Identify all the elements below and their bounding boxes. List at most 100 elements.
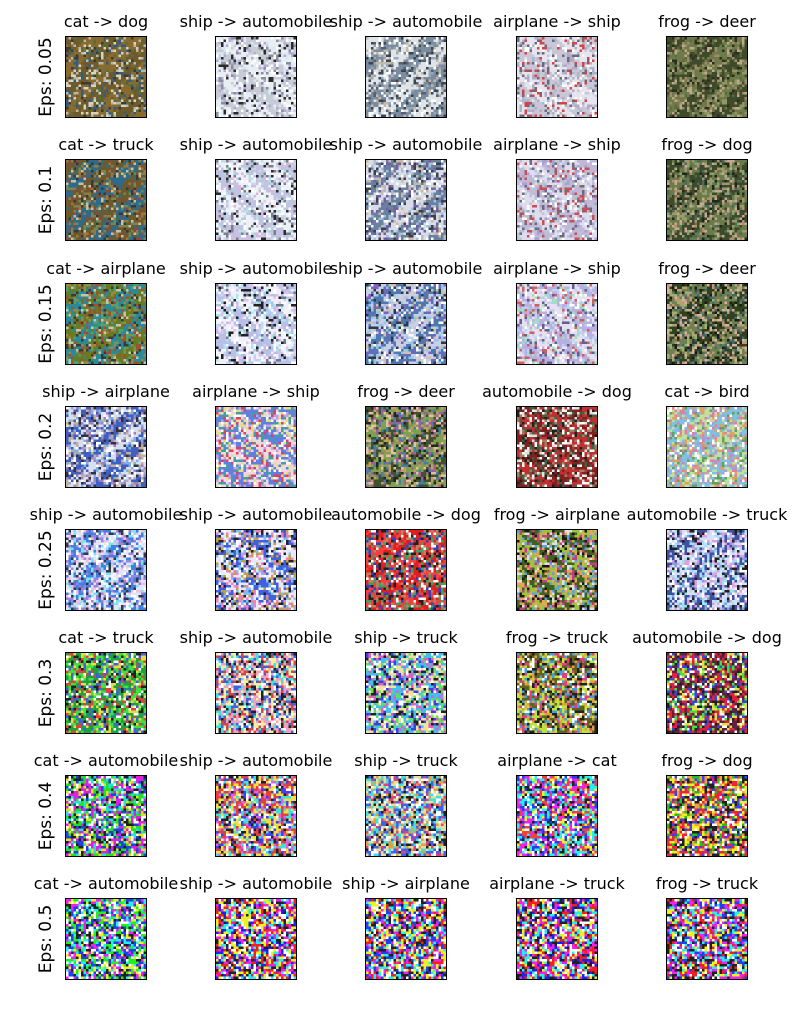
cell-title-prediction: frog -> truck [622,873,792,895]
pixel-noise-image [667,284,747,364]
adversarial-image-thumbnail [65,283,147,365]
cell-title-prediction: ship -> truck [321,627,491,649]
pixel-noise-image [366,530,446,610]
cell-title-prediction: ship -> automobile [171,873,341,895]
adversarial-image-thumbnail [215,775,297,857]
cell-title-prediction: ship -> automobile [321,11,491,33]
cell-title-prediction: ship -> automobile [171,750,341,772]
adversarial-image-thumbnail [65,898,147,980]
cell-title-prediction: ship -> airplane [21,381,191,403]
adversarial-image-thumbnail [666,283,748,365]
adversarial-image-thumbnail [516,529,598,611]
adversarial-image-thumbnail [666,529,748,611]
cell-title-prediction: frog -> truck [472,627,642,649]
pixel-noise-image [66,776,146,856]
cell-title-prediction: automobile -> dog [321,504,491,526]
pixel-noise-image [216,530,296,610]
cell-title-prediction: ship -> automobile [21,504,191,526]
pixel-noise-image [366,37,446,117]
adversarial-image-thumbnail [215,406,297,488]
adversarial-image-thumbnail [666,159,748,241]
cell-title-prediction: ship -> automobile [321,258,491,280]
adversarial-image-thumbnail [215,898,297,980]
pixel-noise-image [66,37,146,117]
pixel-noise-image [366,653,446,733]
cell-title-prediction: automobile -> dog [622,627,792,649]
adversarial-image-thumbnail [666,775,748,857]
adversarial-image-thumbnail [365,529,447,611]
cell-title-prediction: frog -> dog [622,750,792,772]
adversarial-image-thumbnail [365,775,447,857]
cell-title-prediction: cat -> bird [622,381,792,403]
cell-title-prediction: ship -> automobile [171,627,341,649]
pixel-noise-image [517,160,597,240]
cell-title-prediction: airplane -> ship [472,11,642,33]
pixel-noise-image [66,899,146,979]
adversarial-image-thumbnail [65,529,147,611]
adversarial-image-thumbnail [215,36,297,118]
pixel-noise-image [517,37,597,117]
adversarial-image-thumbnail [365,159,447,241]
pixel-noise-image [216,776,296,856]
cell-title-prediction: ship -> airplane [321,873,491,895]
cell-title-prediction: frog -> deer [622,11,792,33]
adversarial-image-thumbnail [666,36,748,118]
cell-title-prediction: frog -> deer [622,258,792,280]
adversarial-image-thumbnail [365,898,447,980]
cell-title-prediction: frog -> dog [622,134,792,156]
cell-title-prediction: automobile -> dog [472,381,642,403]
pixel-noise-image [366,899,446,979]
pixel-noise-image [517,530,597,610]
pixel-noise-image [216,407,296,487]
cell-title-prediction: cat -> dog [21,11,191,33]
adversarial-image-thumbnail [215,652,297,734]
pixel-noise-image [66,284,146,364]
pixel-noise-image [667,407,747,487]
pixel-noise-image [216,899,296,979]
cell-title-prediction: airplane -> ship [472,134,642,156]
pixel-noise-image [667,899,747,979]
pixel-noise-image [366,407,446,487]
pixel-noise-image [216,653,296,733]
adversarial-image-thumbnail [215,283,297,365]
adversarial-image-thumbnail [65,775,147,857]
pixel-noise-image [366,160,446,240]
adversarial-image-thumbnail [65,652,147,734]
cell-title-prediction: airplane -> ship [472,258,642,280]
pixel-noise-image [667,530,747,610]
adversarial-image-thumbnail [666,652,748,734]
cell-title-prediction: frog -> deer [321,381,491,403]
adversarial-image-thumbnail [365,652,447,734]
cell-title-prediction: ship -> truck [321,750,491,772]
cell-title-prediction: frog -> airplane [472,504,642,526]
pixel-noise-image [216,37,296,117]
cell-title-prediction: automobile -> truck [622,504,792,526]
cell-title-prediction: airplane -> cat [472,750,642,772]
pixel-noise-image [667,776,747,856]
pixel-noise-image [66,407,146,487]
pixel-noise-image [517,776,597,856]
cell-title-prediction: ship -> automobile [321,134,491,156]
pixel-noise-image [366,284,446,364]
adversarial-image-thumbnail [365,36,447,118]
cell-title-prediction: cat -> truck [21,627,191,649]
adversarial-image-thumbnail [65,36,147,118]
cell-title-prediction: ship -> automobile [171,504,341,526]
pixel-noise-image [66,160,146,240]
pixel-noise-image [517,653,597,733]
pixel-noise-image [517,407,597,487]
cell-title-prediction: ship -> automobile [171,134,341,156]
cell-title-prediction: cat -> automobile [21,873,191,895]
pixel-noise-image [216,160,296,240]
adversarial-image-thumbnail [65,159,147,241]
pixel-noise-image [517,899,597,979]
adversarial-image-thumbnail [516,36,598,118]
adversarial-image-thumbnail [516,159,598,241]
pixel-noise-image [517,284,597,364]
adversarial-image-thumbnail [516,283,598,365]
adversarial-image-thumbnail [65,406,147,488]
cell-title-prediction: airplane -> truck [472,873,642,895]
adversarial-image-thumbnail [516,406,598,488]
adversarial-image-thumbnail [215,159,297,241]
